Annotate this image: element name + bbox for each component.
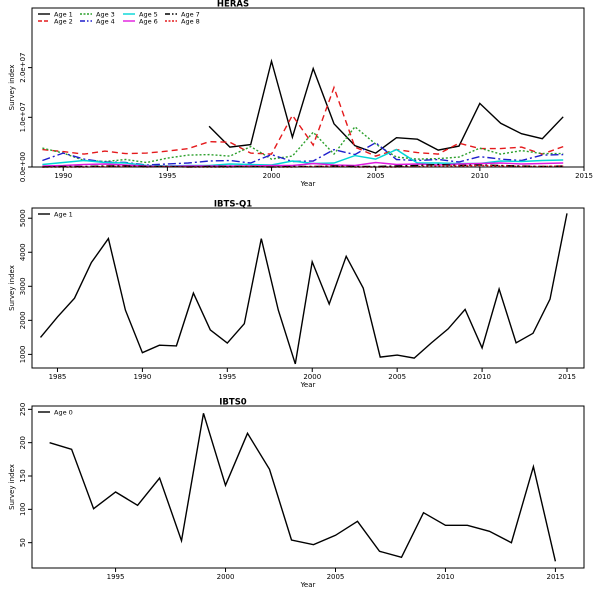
plot-frame [31,7,585,168]
y-tick-label: 150 [19,469,27,482]
series-line-age-3 [42,125,564,164]
x-axis-label: Year [300,180,316,188]
x-tick-label: 2000 [303,373,321,381]
legend: Age 0 [38,409,73,417]
series-line-age-1 [39,213,568,365]
y-tick-label: 50 [19,538,27,547]
legend-entry: Age 1 [54,11,73,19]
x-axis-label: Year [300,581,316,589]
y-tick-label: 4000 [19,243,27,261]
x-tick-label: 1985 [49,373,67,381]
legend-entry: Age 1 [54,211,73,219]
x-tick-label: 2015 [546,573,564,581]
legend-entry: Age 0 [54,409,73,417]
y-tick-label: 5000 [19,209,27,227]
series-line-age-4 [42,141,564,166]
chart-title: HERAS [217,0,249,10]
y-tick-label: 200 [19,436,27,449]
x-tick-label: 2010 [471,172,489,180]
x-tick-label: 1990 [133,373,151,381]
legend-entry: Age 3 [96,11,115,19]
x-tick-label: 2000 [217,573,235,581]
x-tick-label: 2005 [388,373,406,381]
legend-entry: Age 7 [181,11,200,19]
x-tick-label: 1995 [218,373,236,381]
x-tick-label: 2010 [437,573,455,581]
chart-title: IBTS0 [219,398,247,408]
series-line-age-1 [208,58,564,154]
series-line-age-6 [42,161,564,168]
chart-panel-2: IBTS0 1995 2000 2005 2010 2015 Year 50 100 150 200… [8,398,585,589]
series-line-age-0 [49,413,557,562]
chart-panel-0: HERAS 1990 1995 2000 2005 2010 2015 Year 0.0e+00… [8,0,593,188]
x-tick-label: 2015 [558,373,576,381]
y-tick-label: 2000 [19,311,27,329]
y-tick-label: 0.0e+00 [19,152,27,182]
y-tick-label: 2.0e+07 [19,53,27,83]
y-tick-label: 1000 [19,345,27,363]
x-tick-label: 1990 [54,172,72,180]
y-tick-label: 3000 [19,277,27,295]
series-line-age-2 [42,85,564,157]
y-tick-label: 250 [19,403,27,416]
y-axis-label: Survey index [8,464,16,510]
plot-frame [31,405,585,569]
x-tick-label: 2015 [575,172,593,180]
legend: Age 1 [38,211,73,219]
x-tick-label: 1995 [107,573,125,581]
y-axis-label: Survey index [8,265,16,311]
y-axis-label: Survey index [8,65,16,111]
chart-panel-1: IBTS-Q1 1985 1990 1995 2000 2005 2010 2015 Year 1… [8,200,585,389]
x-tick-label: 2000 [263,172,281,180]
legend-entry: Age 5 [139,11,158,19]
legend-entry: Age 6 [139,18,158,26]
legend-entry: Age 4 [96,18,115,26]
x-tick-label: 2010 [473,373,491,381]
legend-entry: Age 2 [54,18,73,26]
x-tick-label: 1995 [158,172,176,180]
x-tick-label: 2005 [327,573,345,581]
plot-frame [31,207,585,369]
x-tick-label: 2005 [367,172,385,180]
x-axis-label: Year [300,381,316,389]
chart-title: IBTS-Q1 [214,200,252,210]
legend-entry: Age 8 [181,18,200,26]
y-tick-label: 100 [19,503,27,516]
y-tick-label: 1.0e+07 [19,102,27,132]
